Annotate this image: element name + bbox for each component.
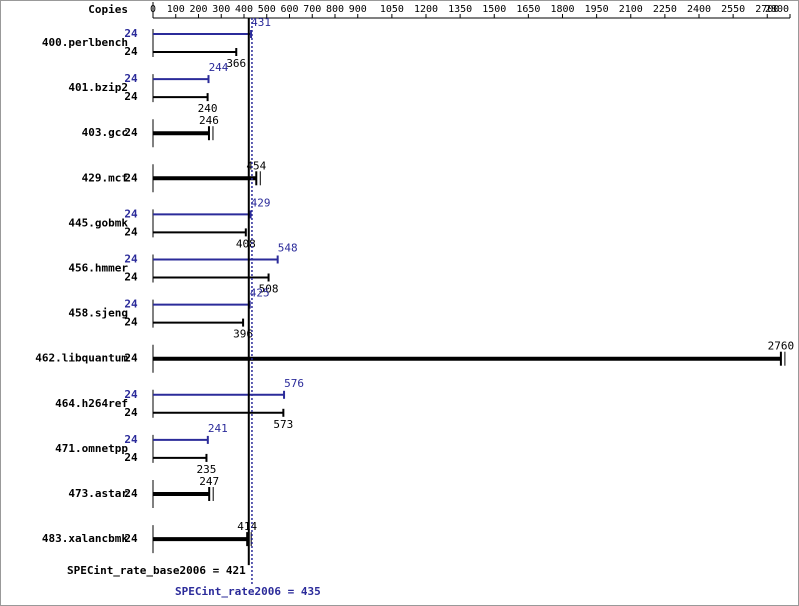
benchmark-label: 483.xalancbmk [42,532,128,545]
benchmark-label: 445.gobmk [68,216,128,229]
benchmark-label: 471.omnetpp [55,442,128,455]
peak-value-label: 425 [250,287,270,300]
peak-copies: 24 [124,72,138,85]
base-value-label: 573 [273,418,293,431]
x-tick-label: 2250 [653,4,677,15]
x-tick-label: 1950 [585,4,609,15]
base-copies: 24 [124,171,138,184]
x-tick-label: 500 [258,4,276,15]
benchmark-label: 403.gcc [82,126,128,139]
x-tick-label: 900 [349,4,367,15]
x-tick-label: 1500 [482,4,506,15]
base-copies: 24 [124,225,138,238]
benchmark-label: 401.bzip2 [68,81,128,94]
base-value-label: 235 [197,463,217,476]
x-tick-label: 2400 [687,4,711,15]
base-value-label: 240 [198,102,218,115]
peak-value-label: 431 [251,16,271,29]
base-value-label: 408 [236,237,256,250]
x-tick-label: 2700 [755,4,779,15]
x-tick-label: 1050 [380,4,404,15]
peak-value-label: 241 [208,422,228,435]
benchmark-label: 473.astar [68,487,128,500]
peak-copies: 24 [124,388,138,401]
base-value-label: 2760 [768,340,795,353]
base-copies: 24 [124,487,138,500]
x-tick-label: 1800 [550,4,574,15]
peak-value-label: 244 [209,61,229,74]
base-value-label: 414 [237,520,257,533]
x-tick-label: 2100 [619,4,643,15]
x-tick-label: 700 [303,4,321,15]
base-summary-label: SPECint_rate_base2006 = 421 [67,564,246,577]
base-copies: 24 [124,271,138,284]
base-copies: 24 [124,451,138,464]
peak-copies: 24 [124,433,138,446]
x-tick-label: 800 [326,4,344,15]
x-tick-label: 2800 [765,4,789,15]
copies-header: Copies [88,3,128,16]
benchmark-label: 456.hmmer [68,262,128,275]
base-copies: 24 [124,532,138,545]
base-copies: 24 [124,90,138,103]
peak-value-label: 548 [278,242,298,255]
x-tick-label: 1650 [516,4,540,15]
base-value-label: 508 [259,283,279,296]
x-tick-label: 0 [150,4,156,15]
x-tick-label: 400 [235,4,253,15]
base-value-label: 247 [199,475,219,488]
base-copies: 24 [124,316,138,329]
x-tick-label: 2550 [721,4,745,15]
benchmark-label: 464.h264ref [55,397,128,410]
peak-copies: 24 [124,298,138,311]
peak-copies: 24 [124,27,138,40]
base-value-label: 366 [226,57,246,70]
benchmark-label: 462.libquantum [35,352,128,365]
benchmark-label: 429.mcf [82,171,128,184]
x-tick-label: 1350 [448,4,472,15]
peak-value-label: 576 [284,377,304,390]
base-value-label: 246 [199,114,219,127]
base-copies: 24 [124,45,138,58]
x-tick-label: 300 [212,4,230,15]
x-tick-label: 600 [280,4,298,15]
benchmark-label: 400.perlbench [42,36,128,49]
peak-copies: 24 [124,253,138,266]
base-copies: 24 [124,126,138,139]
base-copies: 24 [124,406,138,419]
peak-summary-label: SPECint_rate2006 = 435 [175,585,321,598]
base-copies: 24 [124,352,138,365]
peak-value-label: 429 [251,196,271,209]
x-tick-label: 100 [167,4,185,15]
x-tick-label: 1200 [414,4,438,15]
x-tick-label: 200 [189,4,207,15]
peak-copies: 24 [124,207,138,220]
base-value-label: 396 [233,328,253,341]
benchmark-label: 458.sjeng [68,307,128,320]
